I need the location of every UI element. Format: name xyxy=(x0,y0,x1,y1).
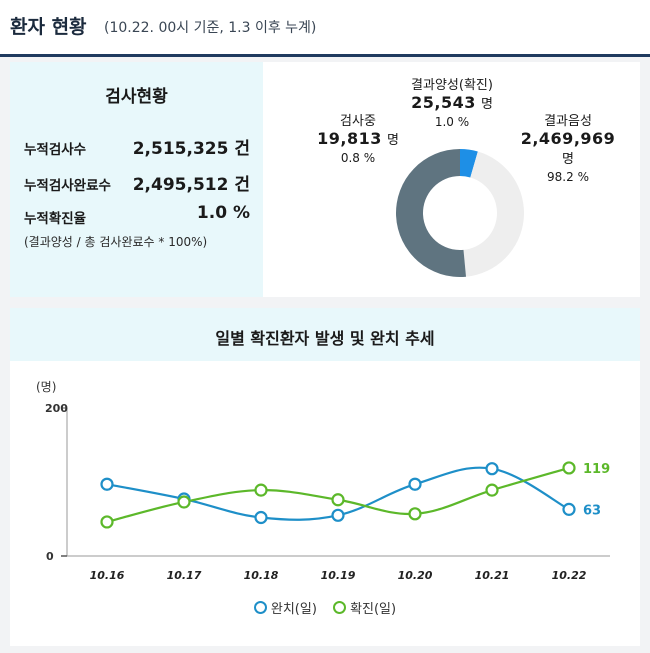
confirmed-rate-label: 누적확진율 xyxy=(24,211,87,227)
data-label: 119 xyxy=(583,462,610,477)
in-progress-label: 검사중 19,813 명 0.8 % xyxy=(317,114,399,165)
page-title: 환자 현황 xyxy=(10,16,87,38)
page-subtitle: (10.22. 00시 기준, 1.3 이후 누계) xyxy=(104,20,317,36)
chart-header: 일별 확진환자 발생 및 완치 추세 xyxy=(10,308,640,361)
total-tests-label: 누적검사수 xyxy=(24,142,87,158)
legend-label-recovered: 완치(일) xyxy=(270,602,317,617)
data-point[interactable] xyxy=(485,462,499,476)
x-tick-label: 10.22 xyxy=(552,569,587,582)
data-label: 63 xyxy=(583,503,601,518)
x-tick-label: 10.21 xyxy=(475,569,510,582)
legend-item-recovered[interactable]: 완치(일) xyxy=(253,598,317,617)
negative-label: 결과음성 2,469,969 명 98.2 % xyxy=(520,114,616,184)
negative-segment xyxy=(463,151,524,277)
data-point[interactable] xyxy=(562,461,576,475)
test-status-panel: 검사현황 누적검사수 2,515,325 건 누적검사완료수 2,495,512… xyxy=(10,62,263,297)
confirmed-legend-icon xyxy=(333,601,347,614)
x-tick-label: 10.17 xyxy=(167,569,202,582)
y-axis-unit-label: (명) xyxy=(36,380,56,394)
legend-label-confirmed: 확진(일) xyxy=(350,602,397,617)
completed-tests-value: 2,495,512 건 xyxy=(132,175,250,195)
data-point[interactable] xyxy=(408,507,422,521)
panel-title: 검사현황 xyxy=(105,87,168,107)
confirmed-rate-value: 1.0 % xyxy=(196,203,250,223)
header: 환자 현황 (10.22. 00시 기준, 1.3 이후 누계) xyxy=(0,0,650,56)
data-point[interactable] xyxy=(254,510,268,525)
data-point[interactable] xyxy=(100,515,114,529)
data-point[interactable] xyxy=(100,477,114,491)
completed-tests-label: 누적검사완료수 xyxy=(24,178,111,194)
rate-formula-note: (결과양성 / 총 검사완료수 * 100%) xyxy=(24,235,208,249)
data-point[interactable] xyxy=(331,508,345,522)
donut-chart xyxy=(396,149,524,277)
y-tick-label: 0 xyxy=(46,550,54,563)
data-point[interactable] xyxy=(408,477,422,491)
positive-label: 결과양성(확진) 25,543 명 1.0 % xyxy=(411,78,493,129)
data-point[interactable] xyxy=(562,502,576,516)
chart-title: 일별 확진환자 발생 및 완치 추세 xyxy=(215,329,435,348)
chart-legend: 완치(일) 확진(일) xyxy=(10,598,640,618)
data-point[interactable] xyxy=(177,495,191,509)
y-tick-label: 200 xyxy=(45,402,68,415)
legend-item-confirmed[interactable]: 확진(일) xyxy=(333,598,396,617)
total-tests-value: 2,515,325 건 xyxy=(132,139,250,159)
x-tick-label: 10.16 xyxy=(90,569,125,582)
line-chart: (명) 200 0 10.16 10.17 10.18 10.19 10.20 10.21 10.… xyxy=(36,380,610,582)
positive-segment xyxy=(460,149,478,178)
x-tick-label: 10.18 xyxy=(244,569,279,582)
trend-chart-card: 일별 확진환자 발생 및 완치 추세 (명) 200 0 10.16 10.17 10.1… xyxy=(10,308,640,646)
data-point[interactable] xyxy=(485,483,499,497)
x-tick-label: 10.20 xyxy=(398,569,433,582)
data-point[interactable] xyxy=(254,483,268,497)
test-status-card: 검사현황 누적검사수 2,515,325 건 누적검사완료수 2,495,512… xyxy=(10,62,640,297)
in-progress-segment xyxy=(396,149,467,277)
data-point[interactable] xyxy=(331,493,345,507)
header-divider xyxy=(0,54,650,57)
recovered-legend-icon xyxy=(253,601,267,614)
donut-chart-area: 결과양성(확진) 25,543 명 1.0 % 검사중 19,813 명 0.8… xyxy=(263,62,640,297)
x-tick-label: 10.19 xyxy=(321,569,356,582)
